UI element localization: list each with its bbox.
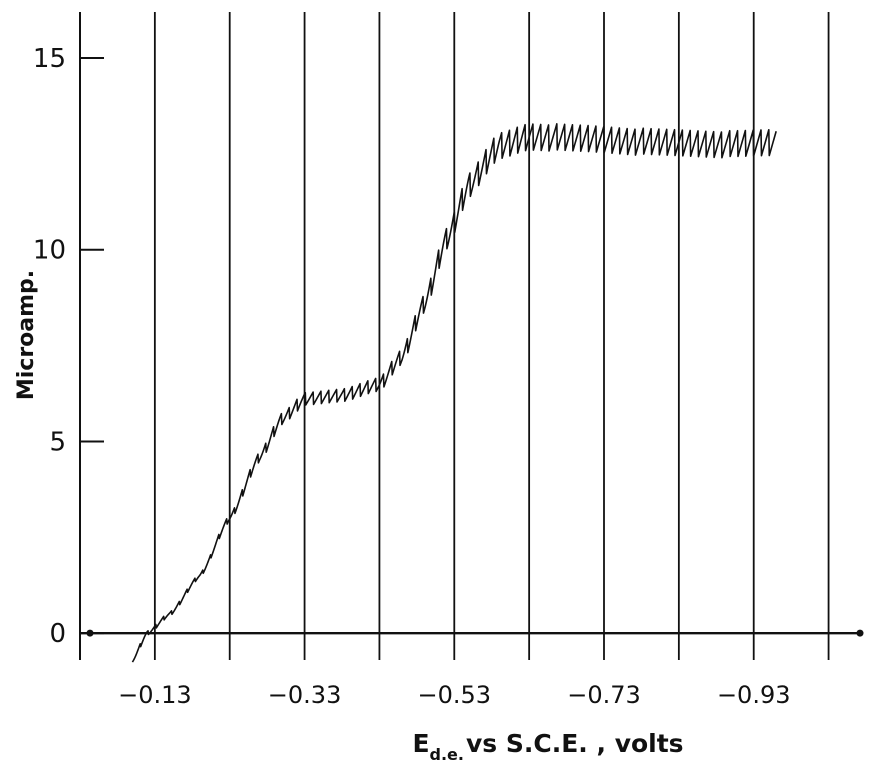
series-line	[131, 123, 777, 663]
x-axis-label-subscript: d.e.	[430, 745, 464, 764]
x-tick-label: −0.53	[418, 681, 492, 709]
x-tick-label: −0.33	[268, 681, 342, 709]
x-axis-label: Ed.e.vs S.C.E. , volts	[412, 729, 683, 764]
baseline-end-dot	[856, 629, 864, 637]
y-tick-label: 5	[49, 427, 66, 457]
x-tick-label: −0.13	[118, 681, 192, 709]
y-tick-label: 10	[33, 236, 66, 266]
y-tick-label: 0	[49, 619, 66, 649]
x-axis-ticks: −0.13 −0.33 −0.53 −0.73 −0.93	[118, 681, 790, 709]
vertical-gridlines	[153, 12, 830, 660]
x-axis-label-main: E	[412, 729, 429, 758]
y-axis-label: Microamp.	[14, 270, 39, 400]
series-group	[131, 123, 777, 663]
axes	[79, 12, 864, 660]
y-axis-ticks: 0 5 10 15	[33, 44, 104, 649]
x-axis-label-rest: vs S.C.E. , volts	[466, 729, 684, 758]
x-tick-label: −0.93	[717, 681, 791, 709]
x-tick-label: −0.73	[567, 681, 641, 709]
y-tick-label: 15	[33, 44, 66, 74]
